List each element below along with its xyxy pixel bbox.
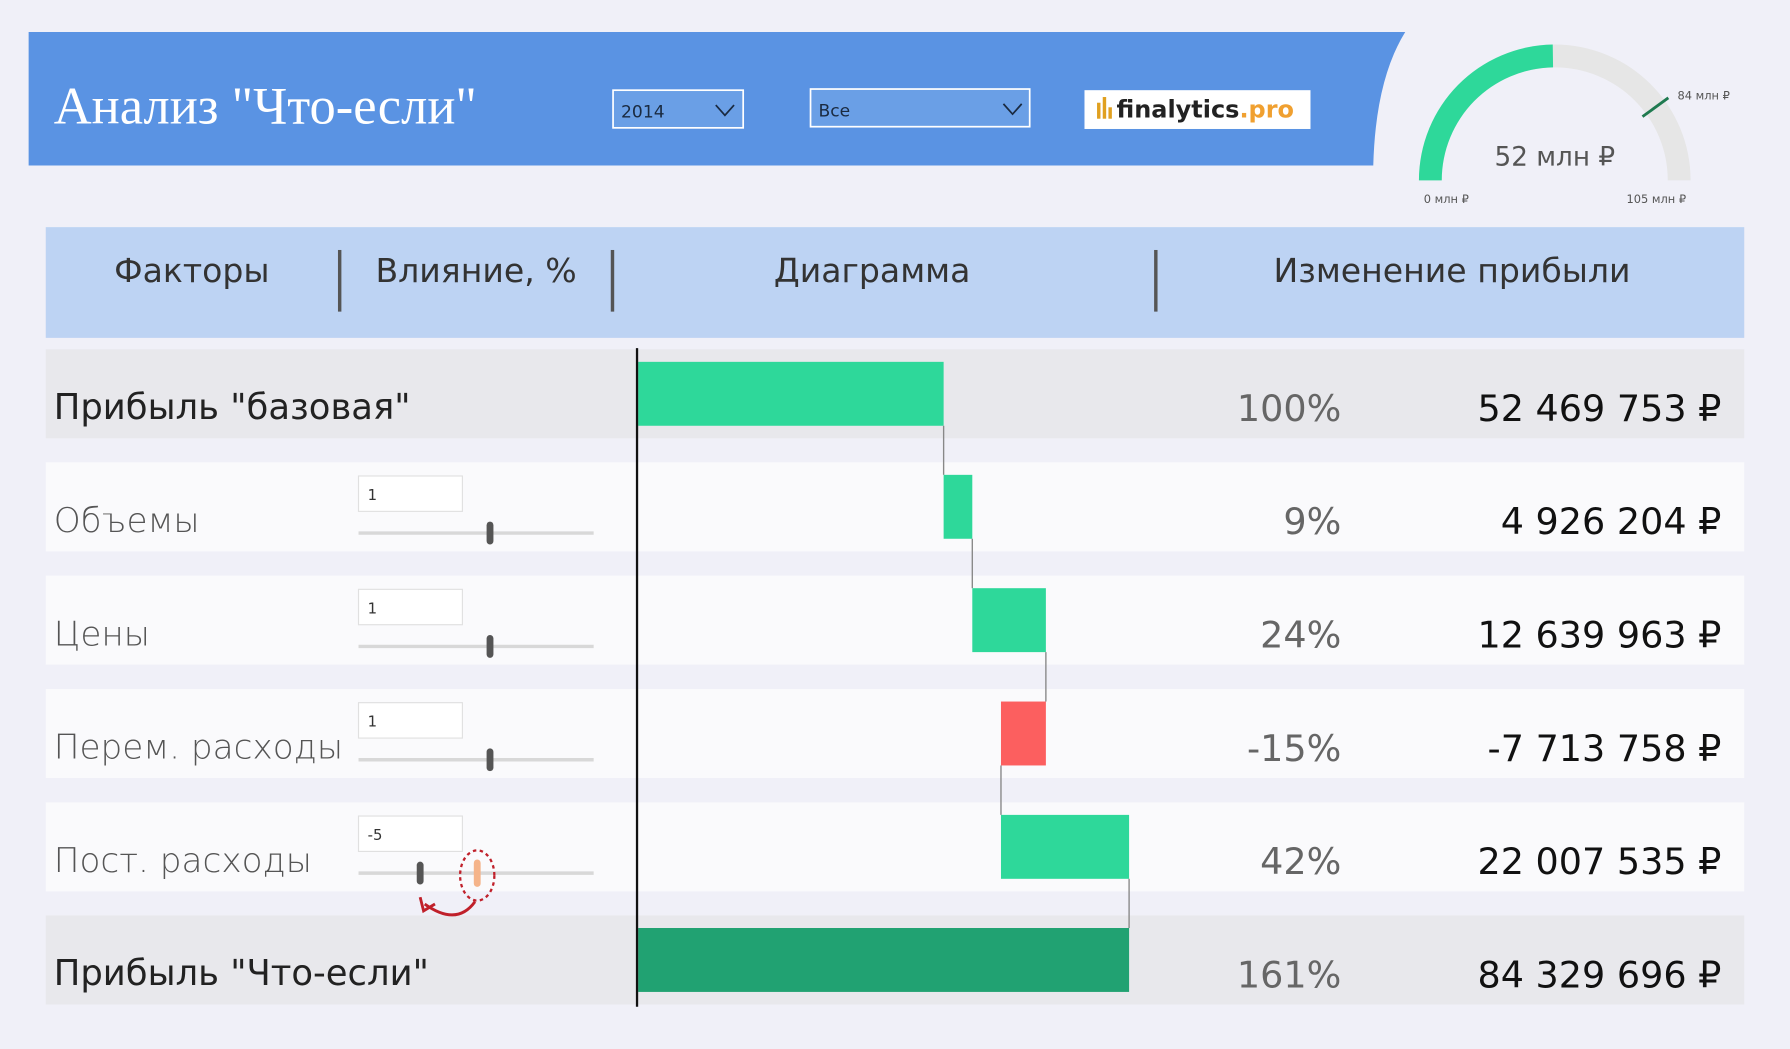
row-background xyxy=(45,802,1745,892)
logo: finalytics.pro xyxy=(1116,96,1294,124)
row-background xyxy=(45,575,1745,665)
slider-thumb[interactable] xyxy=(486,748,494,772)
factor-label: Перем. расходы xyxy=(54,728,343,768)
waterfall-bar xyxy=(972,588,1046,653)
profit-change: -7 713 758 ₽ xyxy=(1488,727,1722,770)
profit-change: 84 329 696 ₽ xyxy=(1477,953,1721,996)
impact-input[interactable] xyxy=(357,815,463,852)
gauge-min-label: 0 млн ₽ xyxy=(1424,192,1469,206)
factor-label: Прибыль "Что-если" xyxy=(54,953,429,994)
factor-label: Объемы xyxy=(54,501,200,541)
logo-icon xyxy=(1097,97,1112,119)
logo-name: finalytics xyxy=(1116,96,1239,124)
slider-thumb[interactable] xyxy=(486,521,494,545)
impact-value: 24% xyxy=(1260,614,1341,657)
gauge-value-label: 52 млн ₽ xyxy=(1494,143,1615,173)
impact-input[interactable] xyxy=(357,702,463,739)
impact-value: -15% xyxy=(1247,727,1341,770)
waterfall-bar xyxy=(1000,814,1130,879)
impact-value: 161% xyxy=(1237,953,1341,996)
slider-thumb[interactable] xyxy=(416,861,424,885)
column-header-bar xyxy=(45,227,1745,338)
gauge-target xyxy=(1641,96,1670,118)
gauge-value xyxy=(1418,44,1554,181)
impact-input-value: 1 xyxy=(368,487,377,504)
waterfall-bar xyxy=(638,361,944,426)
profit-change: 52 469 753 ₽ xyxy=(1477,387,1721,430)
column-header: Факторы xyxy=(114,251,269,290)
year-dropdown[interactable] xyxy=(612,89,745,129)
profit-change: 22 007 535 ₽ xyxy=(1477,840,1721,883)
impact-input[interactable] xyxy=(357,475,463,512)
column-header: Диаграмма xyxy=(774,251,971,290)
divider xyxy=(1154,249,1158,312)
category-dropdown[interactable] xyxy=(809,88,1031,128)
gauge-target-label: 84 млн ₽ xyxy=(1677,88,1729,102)
waterfall-bar xyxy=(638,928,1130,992)
factor-label: Пост. расходы xyxy=(54,841,312,881)
impact-input-value: 1 xyxy=(368,600,377,617)
year-dropdown-value: 2014 xyxy=(621,103,665,123)
impact-value: 9% xyxy=(1283,500,1341,543)
slider-thumb[interactable] xyxy=(486,634,494,658)
column-header: Влияние, % xyxy=(375,251,576,290)
title: Анализ "Что-если" xyxy=(54,77,477,135)
impact-input[interactable] xyxy=(357,588,463,626)
category-dropdown-value: Все xyxy=(819,101,851,121)
drag-annotation xyxy=(418,849,496,917)
impact-value: 100% xyxy=(1237,387,1341,430)
row-background xyxy=(45,688,1745,779)
impact-input-value: 1 xyxy=(368,714,377,731)
gauge-max-label: 105 млн ₽ xyxy=(1627,192,1687,206)
profit-change: 12 639 963 ₽ xyxy=(1477,614,1721,657)
factor-label: Прибыль "базовая" xyxy=(54,387,411,428)
waterfall-bar xyxy=(1000,701,1046,766)
waterfall-bar xyxy=(943,474,973,539)
row-background xyxy=(45,462,1745,552)
divider xyxy=(337,249,342,312)
dropdown-arrow xyxy=(715,104,735,117)
column-header: Изменение прибыли xyxy=(1274,251,1631,290)
logo-box xyxy=(1084,90,1311,129)
profit-change: 4 926 204 ₽ xyxy=(1501,500,1722,543)
waterfall xyxy=(638,361,1130,992)
impact-input-value: -5 xyxy=(368,827,383,844)
impact-value: 42% xyxy=(1260,840,1341,883)
divider xyxy=(610,249,615,312)
rows: Прибыль "базовая" 100% 52 469 753 ₽ Объемы 9… xyxy=(45,349,1745,1005)
factor-label: Цены xyxy=(54,614,150,654)
gauge: 52 млн ₽ 0 млн ₽ 105 млн ₽ 84 млн ₽ xyxy=(1418,44,1730,206)
dropdown-arrow xyxy=(1002,103,1023,116)
logo-suffix: .pro xyxy=(1239,96,1294,124)
